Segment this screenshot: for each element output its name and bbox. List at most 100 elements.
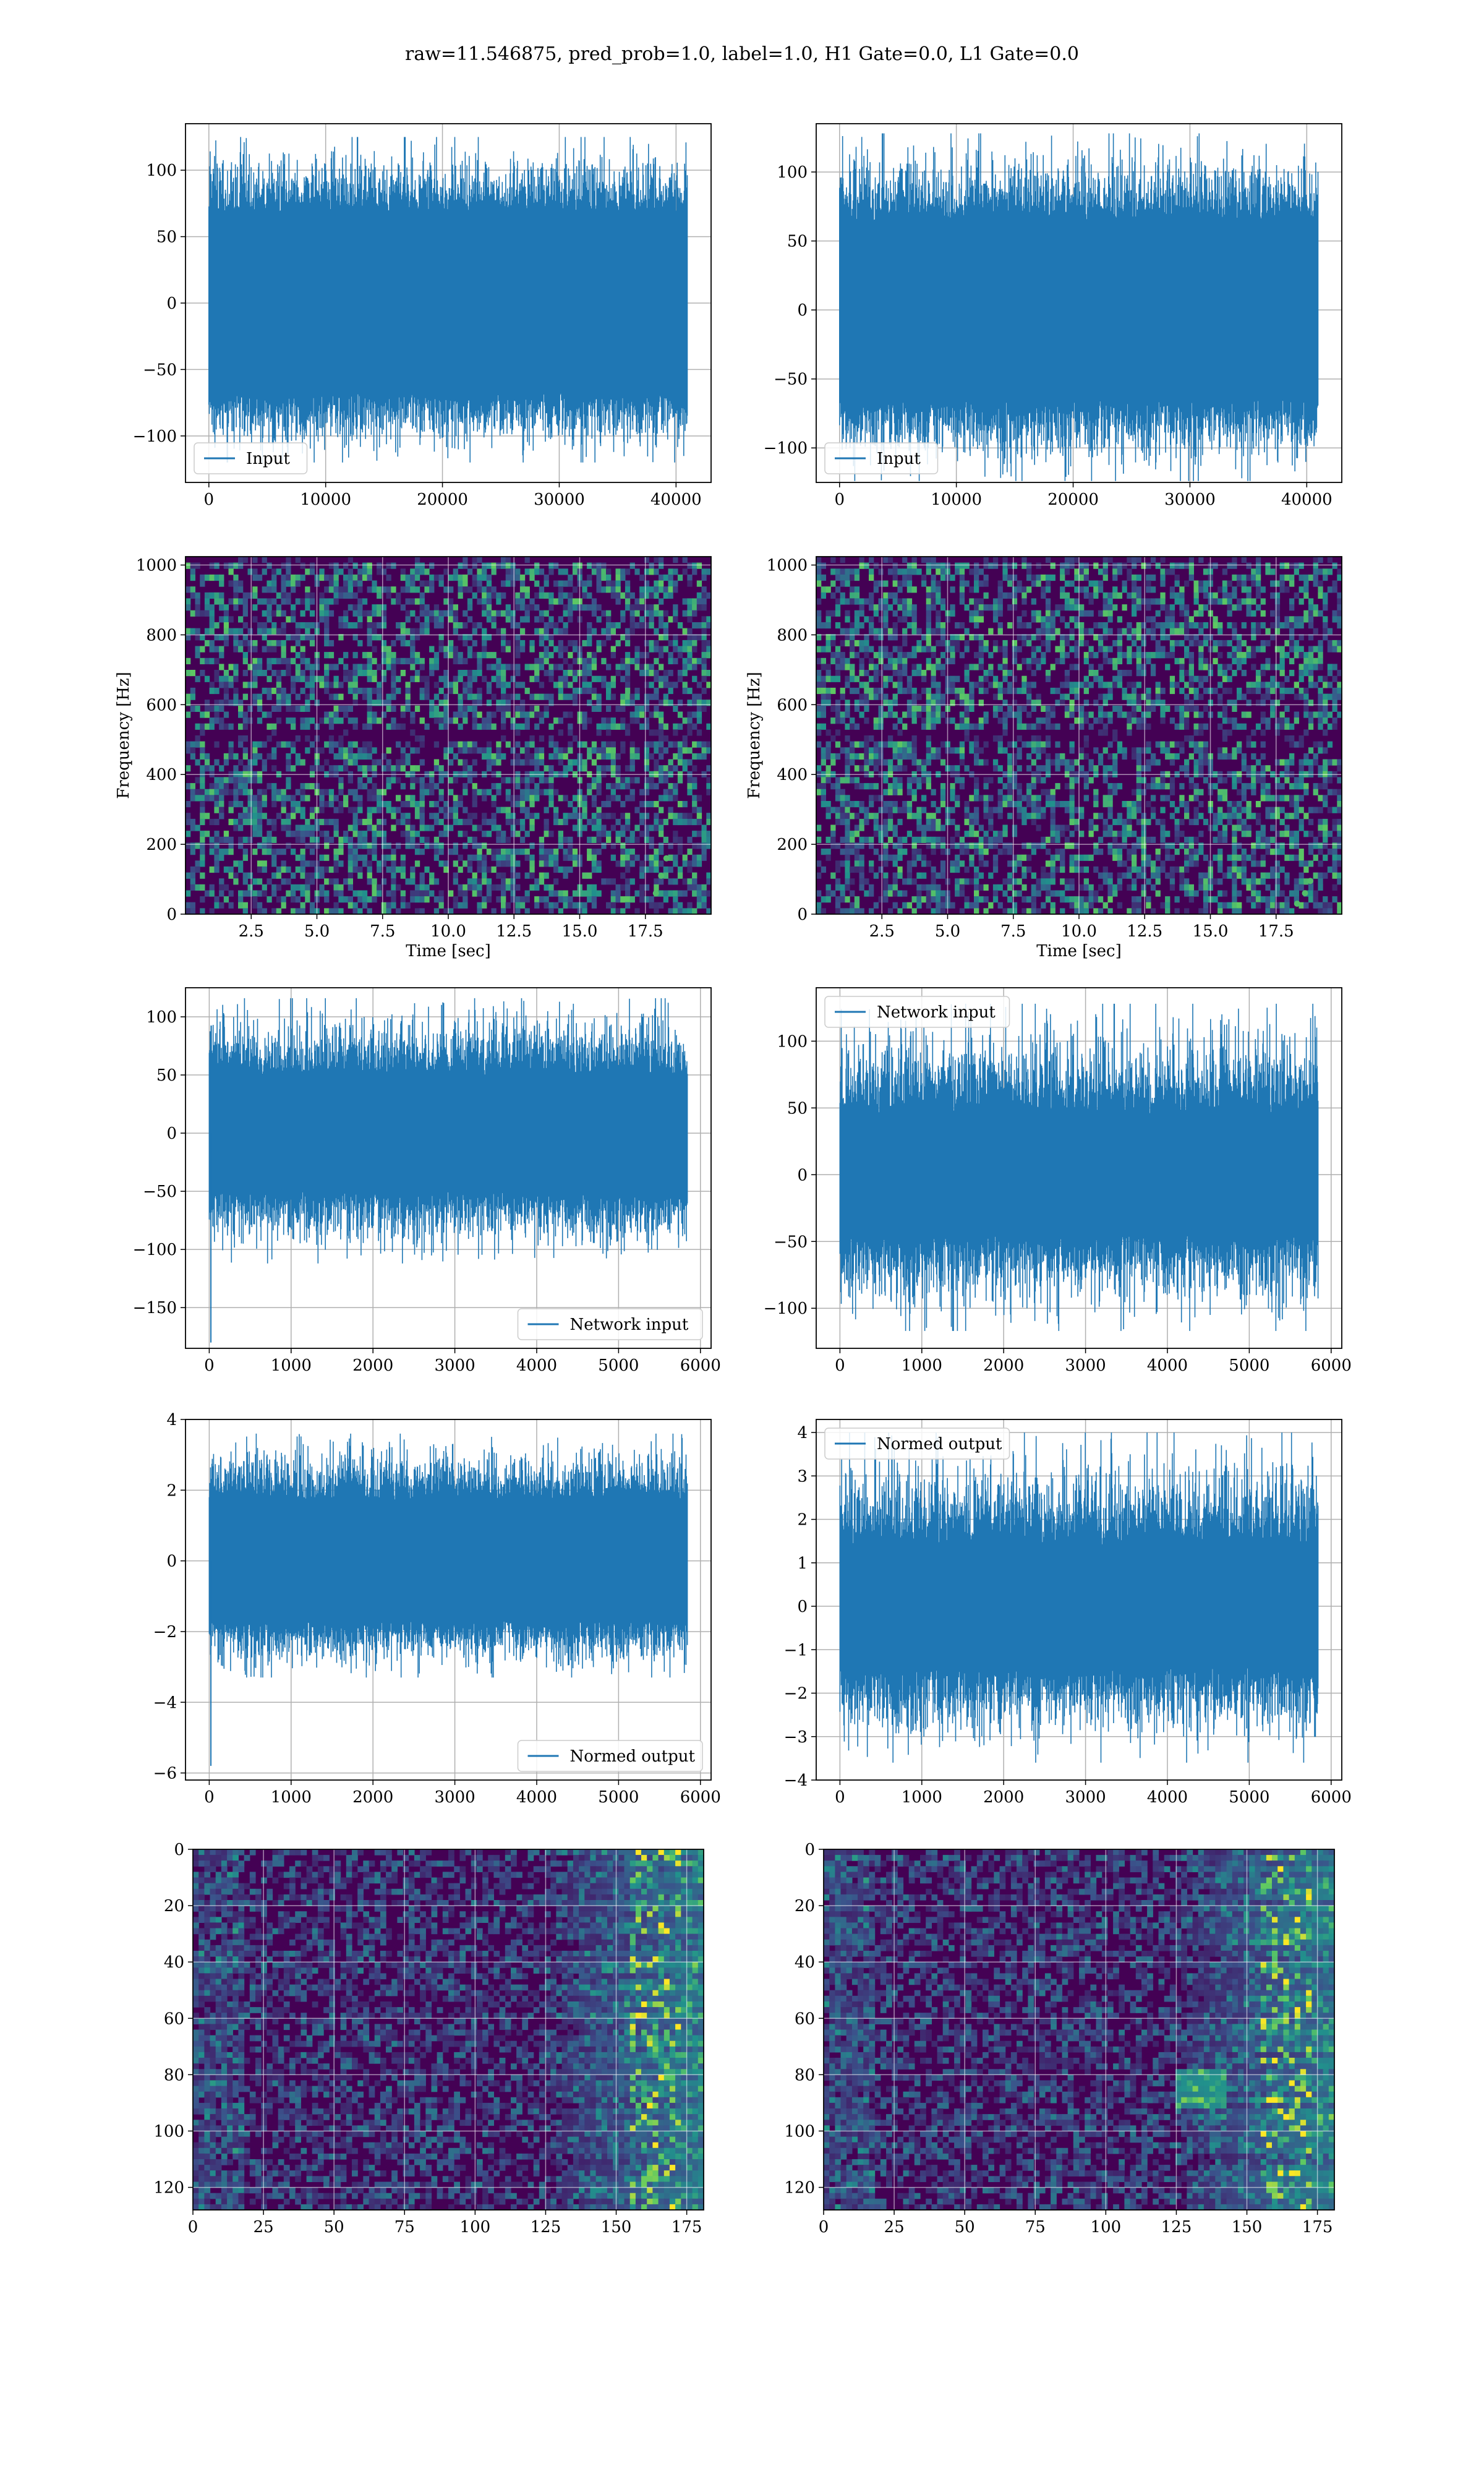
heatmap-cell bbox=[610, 908, 616, 915]
heatmap-cell bbox=[620, 741, 626, 748]
heatmap-cell bbox=[539, 777, 545, 784]
heatmap-cell bbox=[1112, 586, 1118, 593]
heatmap-cell bbox=[510, 717, 516, 724]
heatmap-cell bbox=[309, 670, 315, 677]
heatmap-cell bbox=[563, 747, 568, 754]
heatmap-cell bbox=[572, 646, 578, 653]
heatmap-cell bbox=[1007, 682, 1013, 688]
heatmap-cell bbox=[343, 586, 349, 593]
panel-p4: 2.5 5.0 7.5 10.0 12.5 15.0 17.5 0 200 400 600 800 10… bbox=[745, 556, 1342, 961]
heatmap-cell bbox=[276, 717, 282, 724]
heatmap-cell bbox=[534, 789, 540, 795]
heatmap-cell bbox=[410, 866, 416, 873]
heatmap-cell bbox=[1332, 640, 1337, 647]
heatmap-cell bbox=[338, 807, 344, 813]
heatmap-cell bbox=[850, 640, 855, 647]
y-tick-label: 50 bbox=[156, 228, 177, 247]
heatmap-cell bbox=[620, 664, 626, 670]
heatmap-cell bbox=[233, 634, 239, 641]
heatmap-cell bbox=[1232, 700, 1237, 706]
heatmap-cell bbox=[396, 795, 401, 802]
heatmap-cell bbox=[572, 813, 578, 820]
heatmap-cell bbox=[262, 622, 267, 629]
heatmap-cell bbox=[309, 860, 315, 867]
heatmap-cell bbox=[582, 813, 587, 820]
heatmap-cell bbox=[1141, 664, 1146, 670]
heatmap-cell bbox=[463, 622, 468, 629]
heatmap-cell bbox=[869, 574, 874, 581]
heatmap-cell bbox=[443, 908, 449, 915]
heatmap-cell bbox=[544, 789, 549, 795]
heatmap-cell bbox=[654, 884, 659, 891]
heatmap-cell bbox=[1102, 592, 1108, 599]
heatmap-cell bbox=[634, 568, 640, 575]
heatmap-cell bbox=[1265, 687, 1271, 695]
heatmap-cell bbox=[1318, 711, 1323, 718]
heatmap-cell bbox=[601, 574, 607, 581]
heatmap-cell bbox=[515, 598, 521, 605]
heatmap-cell bbox=[247, 836, 253, 843]
heatmap-cell bbox=[271, 824, 277, 831]
heatmap-cell bbox=[644, 824, 650, 831]
heatmap-cell bbox=[1246, 574, 1252, 581]
heatmap-cell bbox=[663, 765, 668, 772]
heatmap-cell bbox=[505, 705, 511, 712]
heatmap-cell bbox=[419, 783, 425, 790]
heatmap-cell bbox=[367, 849, 372, 855]
heatmap-cell bbox=[286, 765, 291, 772]
heatmap-cell bbox=[477, 854, 482, 861]
heatmap-cell bbox=[1074, 682, 1080, 688]
heatmap-cell bbox=[501, 831, 506, 837]
heatmap-cell bbox=[400, 872, 406, 879]
heatmap-cell bbox=[1026, 622, 1032, 629]
heatmap-cell bbox=[634, 610, 640, 617]
heatmap-cell bbox=[219, 675, 224, 682]
heatmap-cell bbox=[252, 813, 258, 820]
heatmap-cell bbox=[692, 646, 697, 653]
heatmap-cell bbox=[854, 598, 860, 605]
heatmap-cell bbox=[463, 890, 468, 897]
heatmap-cell bbox=[463, 741, 468, 748]
heatmap-cell bbox=[367, 813, 372, 820]
heatmap-cell bbox=[195, 860, 200, 867]
heatmap-cell bbox=[673, 723, 678, 730]
heatmap-cell bbox=[625, 592, 631, 599]
heatmap-cell bbox=[400, 902, 406, 909]
heatmap-cell bbox=[338, 622, 344, 629]
heatmap-cell bbox=[309, 622, 315, 629]
heatmap-cell bbox=[1102, 610, 1108, 617]
heatmap-cell bbox=[601, 717, 607, 724]
heatmap-cell bbox=[414, 586, 420, 593]
heatmap-cell bbox=[453, 652, 458, 659]
heatmap-cell bbox=[1332, 616, 1337, 623]
heatmap-cell bbox=[1237, 640, 1242, 647]
heatmap-cell bbox=[606, 717, 612, 724]
heatmap-cell bbox=[563, 854, 568, 861]
heatmap-cell bbox=[209, 604, 215, 611]
heatmap-cell bbox=[519, 801, 526, 808]
heatmap-cell bbox=[892, 580, 898, 587]
heatmap-cell bbox=[214, 711, 220, 718]
heatmap-cell bbox=[883, 616, 889, 623]
heatmap-cell bbox=[1179, 675, 1185, 682]
heatmap-cell bbox=[548, 902, 554, 909]
heatmap-cell bbox=[568, 652, 573, 659]
heatmap-cell bbox=[978, 657, 984, 664]
heatmap-cell bbox=[936, 717, 941, 724]
heatmap-cell bbox=[625, 813, 631, 820]
heatmap-cell bbox=[687, 652, 693, 659]
heatmap-cell bbox=[405, 759, 411, 766]
heatmap-cell bbox=[610, 628, 616, 635]
heatmap-cell bbox=[228, 807, 234, 813]
heatmap-cell bbox=[629, 693, 635, 700]
heatmap-cell bbox=[1127, 670, 1132, 677]
heatmap-cell bbox=[887, 592, 893, 599]
heatmap-cell bbox=[515, 634, 521, 641]
heatmap-cell bbox=[539, 592, 545, 599]
heatmap-cell bbox=[644, 670, 650, 677]
heatmap-cell bbox=[615, 622, 621, 629]
heatmap-cell bbox=[219, 849, 224, 855]
heatmap-cell bbox=[477, 849, 482, 855]
heatmap-cell bbox=[477, 723, 482, 730]
heatmap-cell bbox=[496, 598, 501, 605]
